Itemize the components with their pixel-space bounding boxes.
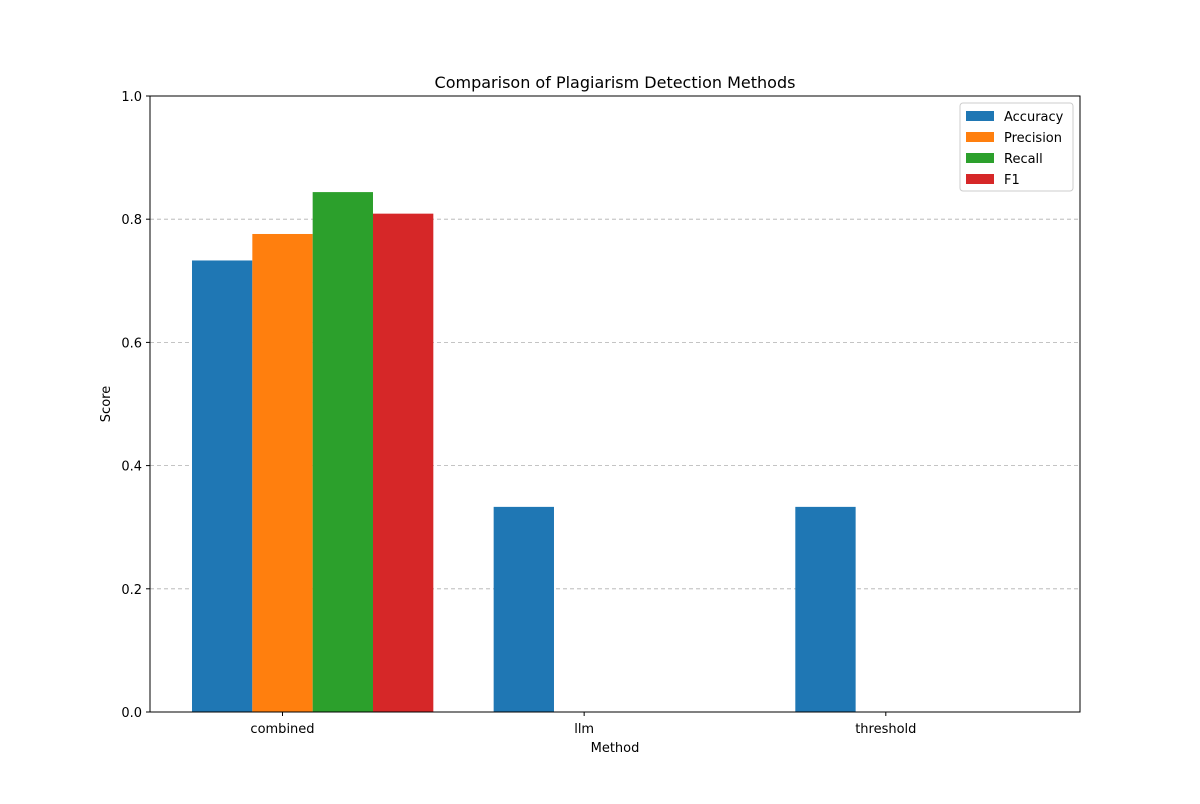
legend-swatch [966,153,994,163]
bar [795,506,856,712]
x-axis-label: Method [591,741,640,756]
bar [493,506,554,712]
y-tick-label: 0.8 [121,213,142,228]
y-tick-label: 0.0 [121,706,142,721]
y-tick-label: 0.2 [121,583,142,598]
x-tick-label: combined [250,722,314,737]
legend-label: Recall [1004,152,1043,167]
y-tick-label: 0.4 [121,460,142,475]
bar [252,233,313,712]
y-axis-ticks: 0.0 0.2 0.4 0.6 0.8 1.0 [121,90,150,721]
legend: Accuracy Precision Recall F1 [959,102,1074,192]
legend-box [959,102,1074,192]
legend-label: Precision [1004,131,1062,146]
legend-swatch [966,174,994,184]
y-axis-label: Score [99,386,114,422]
legend-label: F1 [1004,173,1020,188]
legend-label: Accuracy [1004,110,1064,125]
legend-swatch [966,132,994,142]
bars [192,192,856,712]
y-tick-label: 1.0 [121,90,142,105]
plot-frame [149,95,1081,713]
bar [372,213,434,712]
x-tick-label: threshold [855,722,916,737]
x-tick-label: llm [574,722,594,737]
x-axis-ticks: combined llm threshold [250,712,916,737]
bar [192,260,253,712]
legend-swatch [966,111,994,121]
y-tick-label: 0.6 [121,336,142,351]
bar [312,192,373,712]
chart-title: Comparison of Plagiarism Detection Metho… [435,73,796,92]
